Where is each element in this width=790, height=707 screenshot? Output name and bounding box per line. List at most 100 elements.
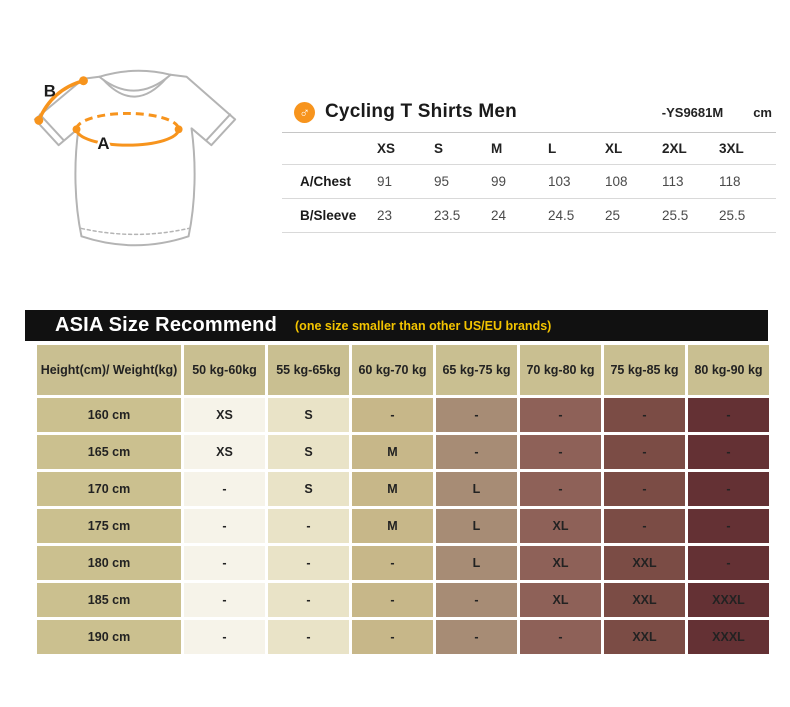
product-title-row: ♂ Cycling T Shirts Men -YS9681M cm — [282, 92, 776, 133]
measurement-value: 25.5 — [719, 208, 746, 223]
measurement-value: 113 — [662, 174, 684, 189]
size-header-row: XS S M L XL 2XL 3XL — [282, 133, 776, 165]
size-cell: S — [268, 435, 349, 469]
weight-column-header: 75 kg-85 kg — [604, 345, 685, 395]
size-column-header: M — [491, 141, 503, 156]
asia-title: ASIA Size Recommend — [55, 314, 278, 336]
size-cell: - — [520, 398, 601, 432]
size-cell: - — [520, 620, 601, 654]
size-cell: - — [184, 583, 265, 617]
sleeve-measure-label: B — [44, 82, 56, 101]
size-cell: L — [436, 472, 517, 506]
size-cell: - — [604, 435, 685, 469]
measurement-value: 24 — [491, 208, 507, 223]
size-cell: - — [688, 398, 769, 432]
measurement-value: 103 — [548, 174, 571, 189]
height-cell: 165 cm — [37, 435, 181, 469]
size-column-header: L — [548, 141, 557, 156]
size-cell: XS — [184, 435, 265, 469]
size-cell: - — [688, 435, 769, 469]
size-cell: - — [688, 509, 769, 543]
height-cell: 180 cm — [37, 546, 181, 580]
asia-note: (one size smaller than other US/EU brand… — [295, 318, 552, 333]
size-cell: XXXL — [688, 620, 769, 654]
size-cell: - — [184, 620, 265, 654]
size-cell: M — [352, 435, 433, 469]
product-title: Cycling T Shirts Men — [325, 101, 517, 122]
size-cell: - — [184, 472, 265, 506]
male-icon: ♂ — [294, 101, 315, 123]
weight-column-header: 50 kg-60kg — [184, 345, 265, 395]
size-cell: - — [268, 546, 349, 580]
size-cell: - — [184, 546, 265, 580]
size-cell: XL — [520, 509, 601, 543]
corner-header: Height(cm)/ Weight(kg) — [37, 345, 181, 395]
sleeve-measure-line — [34, 76, 88, 125]
size-cell: XXL — [604, 546, 685, 580]
size-cell: - — [520, 472, 601, 506]
size-cell: S — [268, 398, 349, 432]
size-cell: - — [436, 435, 517, 469]
size-cell: L — [436, 546, 517, 580]
product-code: -YS9681M — [661, 104, 724, 120]
measurement-row-chest: A/Chest 91 95 99 103 108 113 118 — [282, 165, 776, 199]
size-cell: - — [352, 398, 433, 432]
size-cell: - — [520, 435, 601, 469]
measurement-value: 25 — [605, 208, 621, 223]
size-cell: - — [268, 620, 349, 654]
measurement-label: A/Chest — [300, 174, 352, 189]
measurement-row-sleeve: B/Sleeve 23 23.5 24 24.5 25 25.5 25.5 — [282, 199, 776, 233]
height-cell: 170 cm — [37, 472, 181, 506]
measurement-value: 95 — [434, 174, 450, 189]
size-cell: - — [268, 583, 349, 617]
asia-size-table: Height(cm)/ Weight(kg) 50 kg-60kg 55 kg-… — [37, 345, 769, 654]
height-cell: 190 cm — [37, 620, 181, 654]
tshirt-outline — [33, 69, 237, 247]
size-cell: - — [688, 546, 769, 580]
size-column-header: XS — [377, 141, 396, 156]
size-cell: XXL — [604, 620, 685, 654]
size-cell: M — [352, 472, 433, 506]
size-cell: - — [352, 546, 433, 580]
size-cell: - — [352, 620, 433, 654]
weight-column-header: 70 kg-80 kg — [520, 345, 601, 395]
size-cell: - — [604, 472, 685, 506]
height-cell: 185 cm — [37, 583, 181, 617]
size-cell: S — [268, 472, 349, 506]
measurement-value: 23 — [377, 208, 393, 223]
size-cell: - — [436, 398, 517, 432]
size-cell: L — [436, 509, 517, 543]
measurement-value: 23.5 — [434, 208, 461, 223]
asia-header-bar: ASIA Size Recommend (one size smaller th… — [25, 310, 768, 341]
size-cell: - — [352, 583, 433, 617]
size-cell: - — [604, 398, 685, 432]
tshirt-illustration: B A — [33, 69, 237, 247]
size-cell: - — [268, 509, 349, 543]
measurement-value: 24.5 — [548, 208, 575, 223]
measurement-value: 118 — [719, 174, 741, 189]
chest-measure-line — [72, 111, 183, 147]
size-column-header: XL — [605, 141, 623, 156]
size-cell: M — [352, 509, 433, 543]
measurement-value: 99 — [491, 174, 507, 189]
size-cell: XXXL — [688, 583, 769, 617]
tshirt-diagram: B A — [12, 50, 260, 278]
chest-measure-label: A — [97, 134, 109, 153]
height-cell: 160 cm — [37, 398, 181, 432]
size-column-header: 2XL — [662, 141, 687, 156]
weight-column-header: 80 kg-90 kg — [688, 345, 769, 395]
size-cell: - — [688, 472, 769, 506]
size-column-header: 3XL — [719, 141, 744, 156]
weight-column-header: 60 kg-70 kg — [352, 345, 433, 395]
size-cell: XS — [184, 398, 265, 432]
height-cell: 175 cm — [37, 509, 181, 543]
size-cell: - — [604, 509, 685, 543]
size-cell: - — [436, 620, 517, 654]
size-cell: XXL — [604, 583, 685, 617]
measurement-label: B/Sleeve — [300, 208, 357, 223]
measurement-value: 108 — [605, 174, 628, 189]
weight-column-header: 55 kg-65kg — [268, 345, 349, 395]
product-size-table: ♂ Cycling T Shirts Men -YS9681M cm XS S … — [282, 92, 776, 233]
size-column-header: S — [434, 141, 444, 156]
